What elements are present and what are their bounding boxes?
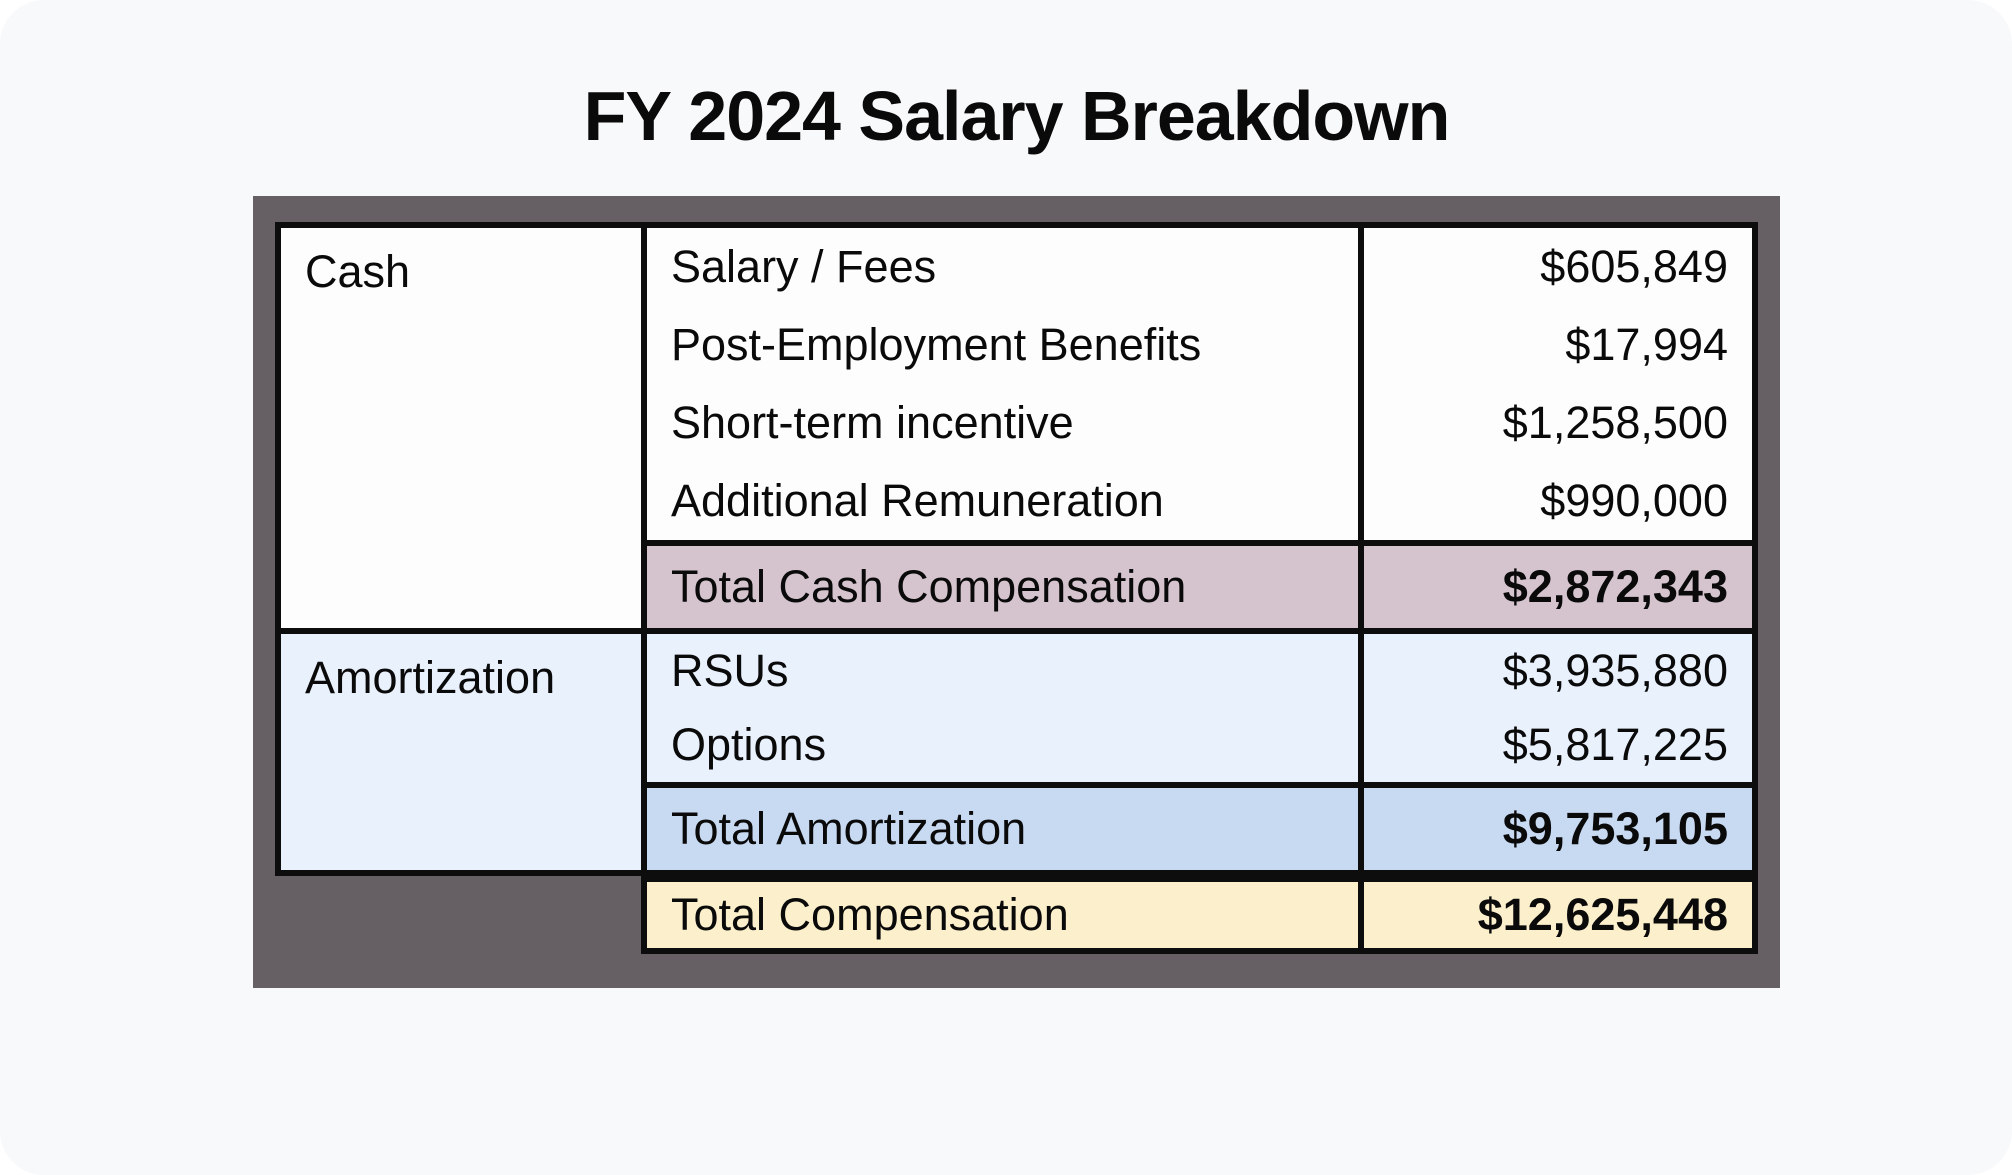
- grand-total-label: Total Compensation: [647, 882, 1358, 948]
- grand-total-value: $12,625,448: [1364, 882, 1752, 948]
- item-value: $17,994: [1565, 319, 1728, 370]
- item-label: Options: [671, 719, 827, 770]
- total-amortization-value: $9,753,105: [1364, 788, 1752, 870]
- category-cell-amortization: Amortization: [281, 634, 641, 870]
- item-value: $605,849: [1540, 241, 1728, 292]
- item-value: $1,258,500: [1502, 397, 1728, 448]
- salary-table-frame: Cash Salary / Fees Post-Employment Benef…: [253, 196, 1780, 988]
- cash-item-labels: Salary / Fees Post-Employment Benefits S…: [647, 228, 1358, 540]
- item-label: Salary / Fees: [671, 241, 937, 292]
- page-title: FY 2024 Salary Breakdown: [583, 77, 1451, 155]
- salary-table: Cash Salary / Fees Post-Employment Benef…: [275, 222, 1758, 876]
- total-cash-value: $2,872,343: [1364, 546, 1752, 628]
- item-label: RSUs: [671, 645, 789, 696]
- total-cash-label: Total Cash Compensation: [647, 546, 1358, 628]
- item-value: $3,935,880: [1502, 645, 1728, 696]
- amortization-item-labels: RSUs Options: [647, 634, 1358, 782]
- category-cell-cash: Cash: [281, 228, 641, 628]
- item-label: Post-Employment Benefits: [671, 319, 1202, 370]
- grand-total-row: Total Compensation $12,625,448: [641, 876, 1758, 954]
- item-value: $5,817,225: [1502, 719, 1728, 770]
- item-value: $990,000: [1540, 475, 1728, 526]
- item-label: Short-term incentive: [671, 397, 1074, 448]
- cash-item-values: $605,849 $17,994 $1,258,500 $990,000: [1364, 228, 1752, 540]
- amortization-item-values: $3,935,880 $5,817,225: [1364, 634, 1752, 782]
- total-amortization-label: Total Amortization: [647, 788, 1358, 870]
- item-label: Additional Remuneration: [671, 475, 1164, 526]
